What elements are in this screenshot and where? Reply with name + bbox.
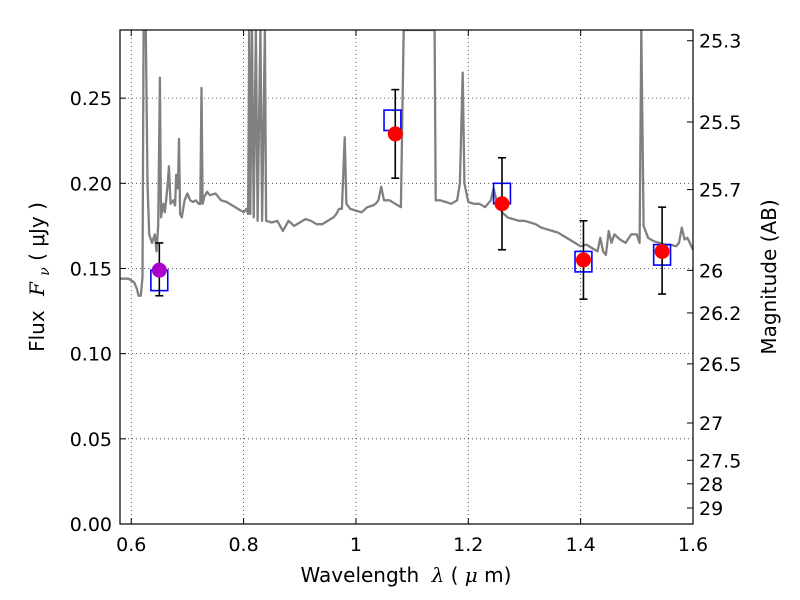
y-tick-label: 0.15 [70,258,112,280]
x-axis-label-unit-close: m) [484,563,511,587]
magnitude-tick-label: 28 [699,474,723,496]
magnitude-tick-label: 26 [699,260,723,282]
observed-flux-point [151,262,167,278]
x-axis-label-symbol: λ [431,563,445,587]
y-axis-label-unit: ( μJy ) [25,202,49,261]
sed-model-line [120,30,693,297]
observed-flux-point [387,126,403,142]
magnitude-tick-label: 25.5 [699,112,741,134]
y2-axis-label: Magnitude (AB) [757,199,781,354]
y-tick-label: 0.20 [70,173,112,195]
x-tick-label: 0.6 [116,534,146,556]
x-axis-label-unit-open: ( [451,563,459,587]
y-tick-label: 0.25 [70,88,112,110]
y-axis-label: Flux F ν ( μJy ) [25,202,54,352]
y-tick-label: 0.05 [70,429,112,451]
photometry-layer [150,88,672,300]
observed-flux-point [494,196,510,212]
y-axis-label-text: Flux [25,310,49,352]
x-tick-label: 1 [350,534,362,556]
x-axis-label: Wavelength λ ( μ m) [301,563,512,587]
x-tick-label: 1.4 [566,534,596,556]
magnitude-tick-label: 26.2 [699,303,741,325]
x-tick-label: 0.8 [228,534,258,556]
magnitude-tick-label: 25.7 [699,180,741,202]
observed-flux-point [654,243,670,259]
magnitude-tick-label: 27.5 [699,450,741,472]
magnitude-tick-label: 26.5 [699,354,741,376]
x-tick-label: 1.6 [678,534,708,556]
axis-ticks: 0.6 0.8 1 1.2 1.4 1.6 0.00 0.05 0.10 0.15 0.20 0.25… [70,30,741,556]
observed-flux-point [575,252,591,268]
y-axis-label-symbol: F [25,281,49,297]
y-tick-label: 0.10 [70,344,112,366]
magnitude-tick-label: 25.3 [699,31,741,53]
y-tick-label: 0.00 [70,514,112,536]
y-axis-label-subscript: ν [37,267,53,276]
plot-frame [119,29,694,525]
x-axis-label-unit-symbol: μ [465,563,478,587]
magnitude-tick-label: 27 [699,413,723,435]
grid [120,30,694,525]
x-axis-label-text: Wavelength [301,563,420,587]
x-tick-label: 1.2 [453,534,483,556]
magnitude-tick-label: 29 [699,498,723,520]
